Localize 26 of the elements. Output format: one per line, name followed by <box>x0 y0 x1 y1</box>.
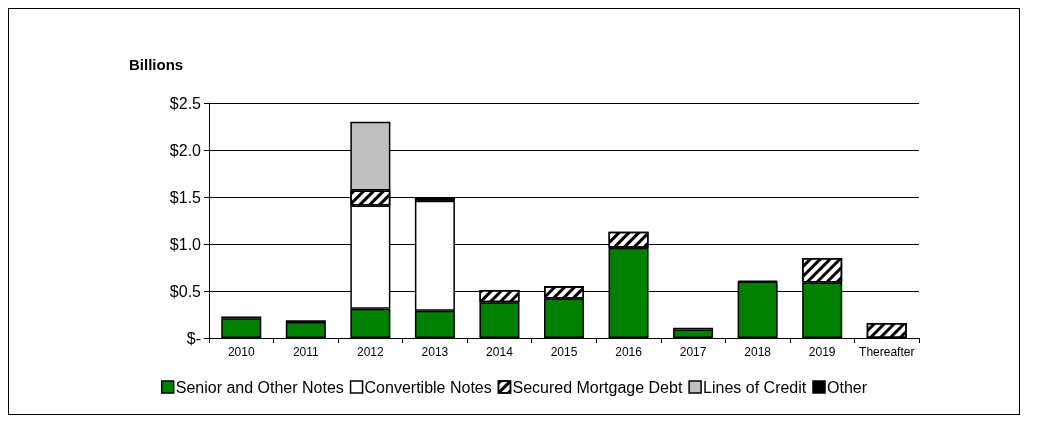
x-tick-label: 2010 <box>227 345 255 359</box>
legend-label: Other <box>827 378 868 396</box>
y-tick-label: $2.5 <box>169 94 202 112</box>
y-tick-label: $1.0 <box>169 235 202 253</box>
x-tick-label: 2012 <box>357 345 385 359</box>
y-tick-label: $- <box>186 329 201 347</box>
bar <box>285 322 326 338</box>
y-axis-title: Billions <box>129 56 184 73</box>
legend-label: Convertible Notes <box>364 378 492 396</box>
x-tick-label: Thereafter <box>859 345 915 359</box>
x-tick-label: 2015 <box>550 345 578 359</box>
x-tick-label: 2013 <box>421 345 449 359</box>
x-tick-label: 2018 <box>744 345 772 359</box>
legend-label: Secured Mortgage Debt <box>512 378 683 396</box>
y-tick-label: $2.0 <box>169 141 202 159</box>
x-tick-label: 2014 <box>486 345 514 359</box>
bar <box>221 318 262 338</box>
x-tick-label: 2019 <box>808 345 836 359</box>
y-tick-label: $1.5 <box>169 188 202 206</box>
x-tick-label: 2017 <box>679 345 707 359</box>
bar <box>673 329 714 338</box>
legend-label: Lines of Credit <box>703 378 807 396</box>
legend-label: Senior and Other Notes <box>175 378 344 396</box>
x-tick-label: 2011 <box>292 345 320 359</box>
x-tick-label: 2016 <box>615 345 643 359</box>
y-tick-label: $0.5 <box>169 282 202 300</box>
